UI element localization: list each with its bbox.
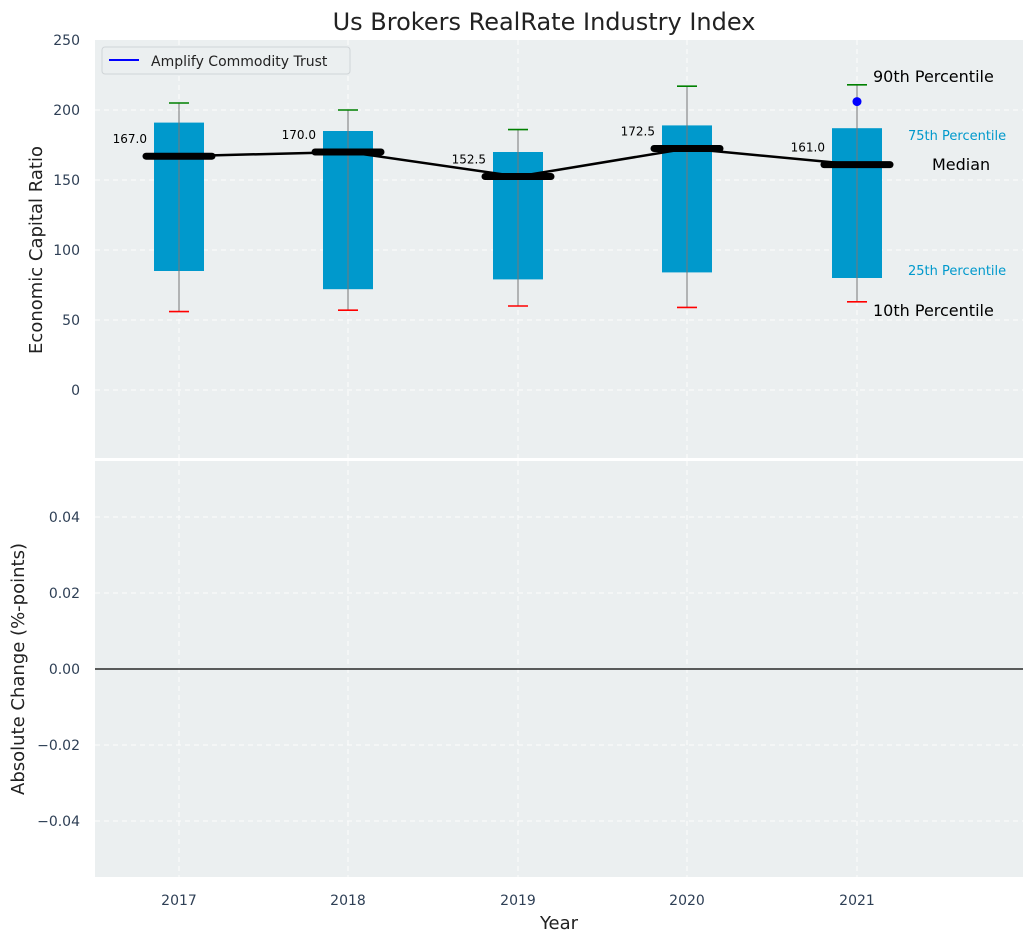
x-axis-label: Year xyxy=(539,913,579,934)
bottom-y-ticks: −0.04 −0.02 0.00 0.02 0.04 xyxy=(37,510,80,830)
median-value-label: 167.0 xyxy=(113,132,147,146)
top-y-axis-label: Economic Capital Ratio xyxy=(26,146,47,354)
x-tick-label: 2019 xyxy=(500,893,536,909)
top-boxes: 167.0 170.0 152.5 172.5 161.0 xyxy=(113,84,894,313)
bottom-y-tick-label: 0.00 xyxy=(49,662,80,678)
top-y-tick-label: 150 xyxy=(53,173,80,189)
chart-title: Us Brokers RealRate Industry Index xyxy=(333,8,756,36)
bottom-y-axis-label: Absolute Change (%-points) xyxy=(8,543,29,795)
annotation-25th-percentile: 25th Percentile xyxy=(908,264,1006,279)
median-value-label: 161.0 xyxy=(791,141,825,155)
x-tick-label: 2017 xyxy=(161,893,197,909)
bottom-y-tick-label: −0.04 xyxy=(37,814,80,830)
top-y-tick-label: 100 xyxy=(53,243,80,259)
annotation-90th-percentile: 90th Percentile xyxy=(873,67,994,86)
legend: Amplify Commodity Trust xyxy=(101,46,351,75)
annotation-75th-percentile: 75th Percentile xyxy=(908,129,1006,144)
top-y-tick-label: 200 xyxy=(53,103,80,119)
annotation-median: Median xyxy=(932,155,990,174)
median-value-label: 172.5 xyxy=(621,125,655,139)
bottom-y-tick-label: 0.04 xyxy=(49,510,80,526)
top-y-tick-label: 250 xyxy=(53,33,80,49)
x-ticks: 2017 2018 2019 2020 2021 xyxy=(161,893,875,909)
legend-box xyxy=(101,46,351,75)
x-tick-label: 2021 xyxy=(839,893,875,909)
top-y-tick-label: 50 xyxy=(62,313,80,329)
bottom-y-tick-label: −0.02 xyxy=(37,738,80,754)
x-tick-label: 2018 xyxy=(330,893,366,909)
annotation-10th-percentile: 10th Percentile xyxy=(873,301,994,320)
median-value-label: 152.5 xyxy=(452,153,486,167)
bottom-y-tick-label: 0.02 xyxy=(49,586,80,602)
top-y-ticks: 0 50 100 150 200 250 xyxy=(53,33,80,399)
legend-entry-label: Amplify Commodity Trust xyxy=(151,54,328,70)
top-panel-background xyxy=(95,40,1023,458)
median-value-label: 170.0 xyxy=(282,128,316,142)
x-tick-label: 2020 xyxy=(669,893,705,909)
top-y-tick-label: 0 xyxy=(71,383,80,399)
series-point xyxy=(852,97,862,107)
